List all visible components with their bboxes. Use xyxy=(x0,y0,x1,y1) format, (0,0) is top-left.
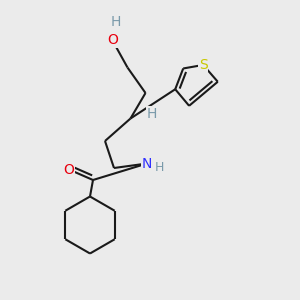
Text: S: S xyxy=(199,58,208,72)
Text: H: H xyxy=(154,160,164,174)
Text: O: O xyxy=(107,34,118,47)
Text: O: O xyxy=(64,163,74,176)
Text: H: H xyxy=(110,16,121,29)
Text: H: H xyxy=(146,107,157,121)
Text: N: N xyxy=(142,157,152,170)
